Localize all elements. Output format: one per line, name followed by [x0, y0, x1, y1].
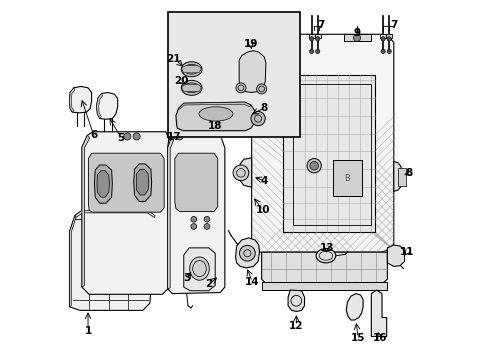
Text: 10: 10 [255, 205, 270, 215]
Polygon shape [176, 102, 254, 131]
Polygon shape [239, 51, 265, 93]
Polygon shape [183, 248, 215, 291]
Circle shape [203, 224, 209, 229]
Text: 7: 7 [389, 19, 397, 30]
Circle shape [190, 216, 196, 222]
Ellipse shape [199, 107, 232, 121]
Polygon shape [97, 171, 109, 197]
Circle shape [235, 83, 245, 93]
Polygon shape [235, 238, 259, 268]
Polygon shape [69, 86, 91, 113]
Circle shape [353, 34, 360, 41]
Ellipse shape [189, 257, 209, 280]
Text: 1: 1 [84, 326, 91, 336]
Text: 3: 3 [183, 273, 191, 283]
Polygon shape [69, 88, 75, 112]
Ellipse shape [315, 249, 335, 263]
Bar [261, 282, 386, 290]
Text: 14: 14 [244, 277, 259, 287]
Circle shape [315, 37, 319, 41]
Circle shape [315, 49, 319, 54]
Polygon shape [97, 94, 102, 118]
Circle shape [386, 49, 390, 54]
Ellipse shape [181, 80, 202, 95]
Bar [314, 33, 320, 38]
Text: 9: 9 [353, 28, 360, 38]
Circle shape [309, 161, 318, 170]
Circle shape [306, 158, 321, 173]
Circle shape [133, 133, 140, 140]
Text: 21: 21 [166, 54, 181, 64]
Text: 18: 18 [207, 121, 222, 131]
Circle shape [203, 216, 209, 222]
Text: 4: 4 [260, 176, 267, 186]
Text: 11: 11 [399, 247, 413, 257]
Text: 20: 20 [173, 76, 188, 86]
Bar [283, 75, 374, 232]
Circle shape [256, 84, 266, 94]
Bar [244, 104, 252, 123]
Text: B: B [344, 174, 349, 183]
Polygon shape [167, 134, 224, 294]
Circle shape [233, 165, 248, 181]
Circle shape [250, 111, 264, 126]
Bar [332, 160, 361, 196]
Bar [167, 12, 299, 137]
Bar [292, 84, 370, 225]
Polygon shape [240, 158, 251, 187]
Ellipse shape [184, 83, 198, 93]
Text: 8: 8 [260, 103, 267, 113]
Polygon shape [251, 34, 393, 252]
Polygon shape [167, 138, 173, 289]
Text: 8: 8 [405, 168, 411, 178]
Polygon shape [69, 210, 157, 310]
Bar [386, 33, 391, 38]
Polygon shape [88, 153, 164, 212]
Ellipse shape [184, 64, 198, 74]
Polygon shape [134, 164, 151, 202]
Polygon shape [393, 161, 400, 192]
Polygon shape [97, 93, 118, 119]
Text: 5: 5 [118, 133, 124, 143]
Polygon shape [182, 84, 201, 91]
Text: 17: 17 [166, 132, 181, 142]
Text: 12: 12 [288, 321, 303, 331]
Polygon shape [182, 66, 201, 73]
Text: 2: 2 [205, 279, 212, 289]
Polygon shape [346, 294, 363, 320]
Circle shape [176, 133, 183, 140]
Circle shape [309, 37, 313, 41]
Polygon shape [82, 135, 90, 287]
Bar [380, 33, 385, 38]
Bar [343, 33, 370, 41]
Polygon shape [94, 165, 112, 203]
Circle shape [167, 133, 175, 140]
Text: 6: 6 [90, 130, 97, 140]
Polygon shape [386, 245, 404, 266]
Text: 13: 13 [319, 243, 333, 253]
Polygon shape [370, 290, 386, 337]
Polygon shape [82, 132, 168, 294]
Polygon shape [287, 290, 304, 311]
Text: 7: 7 [317, 19, 325, 30]
Polygon shape [69, 216, 76, 307]
Polygon shape [261, 252, 386, 283]
Polygon shape [75, 210, 155, 217]
Text: 16: 16 [372, 333, 386, 343]
Polygon shape [136, 169, 148, 195]
Text: 19: 19 [243, 39, 258, 49]
Circle shape [239, 246, 255, 261]
Circle shape [190, 224, 196, 229]
Polygon shape [178, 102, 250, 109]
Ellipse shape [181, 62, 202, 77]
Text: 15: 15 [350, 333, 365, 343]
Circle shape [386, 37, 390, 41]
Bar [397, 168, 405, 186]
Bar [308, 33, 314, 38]
Circle shape [380, 37, 385, 41]
Circle shape [380, 49, 385, 54]
Circle shape [123, 133, 131, 140]
Circle shape [309, 49, 313, 54]
Polygon shape [175, 153, 217, 211]
